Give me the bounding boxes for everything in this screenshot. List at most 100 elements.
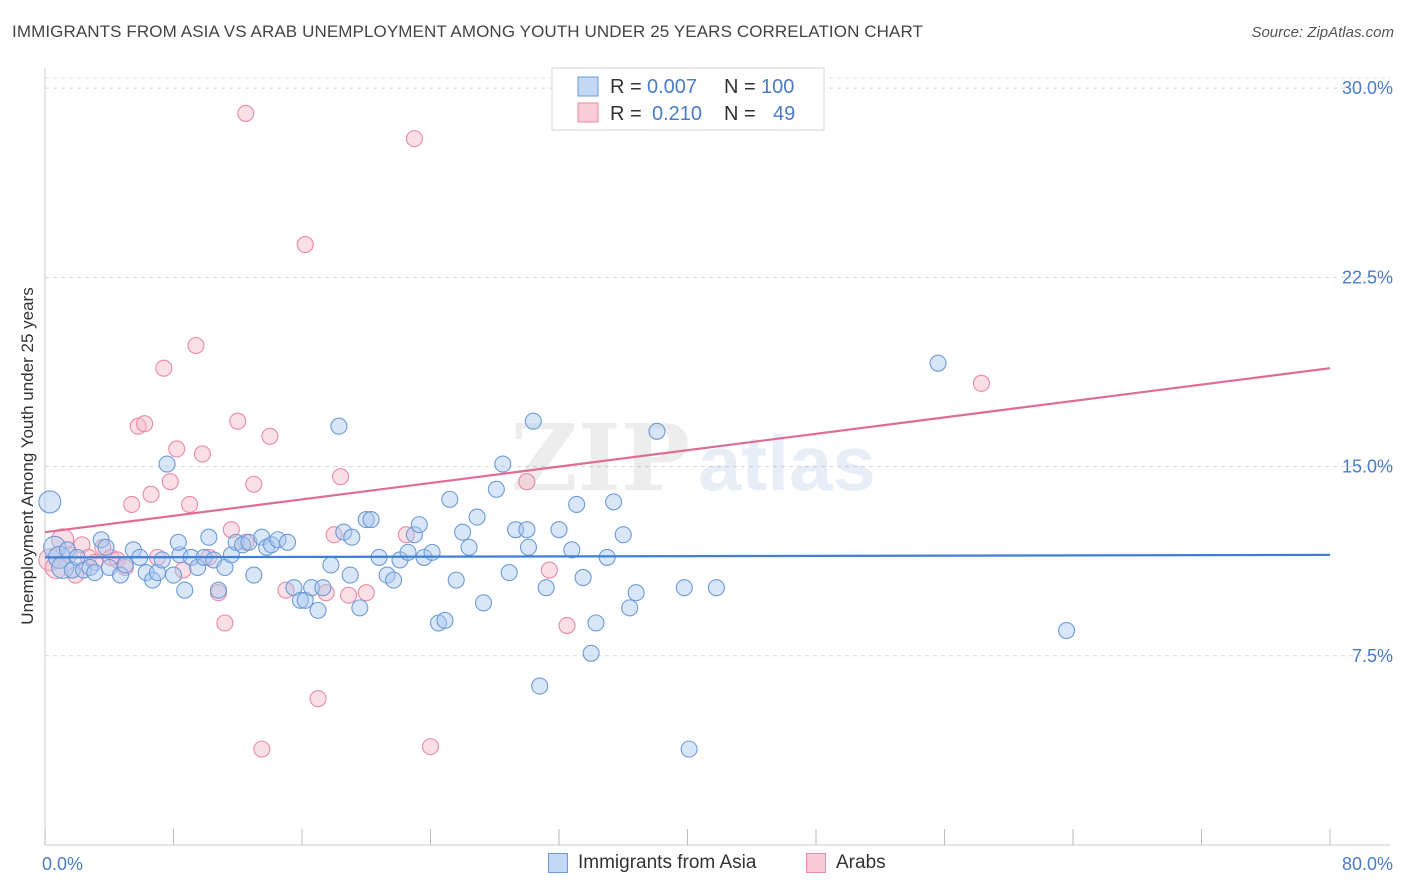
asia-point-90 <box>627 584 645 602</box>
watermark-zip: ZIP <box>511 404 690 512</box>
asia-point-24 <box>176 581 194 599</box>
arabs-point-37 <box>325 526 343 544</box>
arabs-point-34 <box>296 236 314 254</box>
asia-point-81 <box>563 541 581 559</box>
arabs-point-35 <box>309 690 327 708</box>
asia-point-50 <box>335 523 353 541</box>
asia-point-76 <box>519 538 538 556</box>
arabs-point-15 <box>142 485 160 503</box>
asia-point-9 <box>86 563 104 582</box>
y-tick-label-1: 15.0% <box>1342 457 1393 477</box>
asia-point-60 <box>405 526 423 544</box>
trend-lines <box>44 367 1331 559</box>
arabs-point-27 <box>222 521 240 539</box>
arabs-point-4 <box>66 566 85 584</box>
asia-point-43 <box>291 591 309 609</box>
arabs-point-46 <box>558 616 576 635</box>
asia-point-97 <box>518 521 536 539</box>
asia-point-95 <box>929 354 947 372</box>
arabs-trend-line <box>44 367 1331 534</box>
arabs-point-31 <box>253 740 271 758</box>
arabs-point-40 <box>357 584 375 602</box>
arabs-point-45 <box>540 561 558 579</box>
asia-trend-line <box>44 553 1331 559</box>
asia-point-83 <box>574 569 592 587</box>
arabs-point-39 <box>340 586 358 604</box>
asia-point-52 <box>351 599 369 617</box>
legend-swatch-asia-bottom <box>548 853 568 873</box>
watermark-atlas: atlas <box>698 419 876 507</box>
correlation-legend: R = 0.007 N = 100 R = 0.210 N = 49 <box>551 67 825 131</box>
asia-point-69 <box>460 538 478 556</box>
y-tick-labels: 7.5% 15.0% 22.5% 30.0% <box>1342 78 1393 666</box>
asia-point-61 <box>410 516 428 534</box>
arabs-point-47 <box>972 374 990 392</box>
y-axis-label: Unemployment Among Youth under 25 years <box>18 287 37 624</box>
asia-point-14 <box>116 556 134 574</box>
asia-point-67 <box>447 571 465 589</box>
arabs-point-18 <box>161 473 179 491</box>
arabs-point-32 <box>261 427 279 445</box>
y-tick-label-3: 30.0% <box>1342 78 1393 98</box>
asia-point-94 <box>707 579 725 597</box>
arabs-point-0 <box>38 548 62 572</box>
asia-point-47 <box>314 579 332 597</box>
x-tick-labels: 0.0% 80.0% <box>42 854 1393 874</box>
arabs-point-43 <box>421 738 440 756</box>
asia-point-53 <box>357 511 375 529</box>
asia-point-87 <box>605 493 623 511</box>
chart-source: Source: ZipAtlas.com <box>1251 24 1394 41</box>
asia-point-68 <box>454 523 472 541</box>
asia-point-92 <box>675 579 693 597</box>
asia-point-73 <box>494 455 512 473</box>
arabs-points <box>38 104 990 758</box>
legend-r-label-1: R = <box>610 76 642 98</box>
asia-point-80 <box>550 521 568 539</box>
arabs-point-14 <box>136 415 154 433</box>
series-legend: Immigrants from Asia Arabs <box>0 852 1406 878</box>
asia-point-21 <box>158 455 176 473</box>
asia-point-22 <box>164 566 183 584</box>
asia-point-72 <box>487 480 505 498</box>
asia-point-13 <box>111 566 130 584</box>
arabs-point-38 <box>331 468 350 486</box>
asia-point-96 <box>1058 622 1076 640</box>
y-tick-label-2: 22.5% <box>1342 267 1393 287</box>
asia-point-89 <box>621 599 639 617</box>
asia-point-23 <box>171 546 189 564</box>
asia-point-57 <box>385 571 403 589</box>
legend-r-value-2: 0.210 <box>652 103 702 125</box>
legend-item-arabs: Arabs <box>806 852 886 874</box>
asia-point-93 <box>680 740 698 758</box>
arabs-point-44 <box>518 473 536 491</box>
arabs-point-22 <box>187 336 205 355</box>
legend-r-value-1: 0.007 <box>647 76 697 98</box>
asia-point-48 <box>322 556 340 574</box>
asia-point-59 <box>399 543 417 561</box>
arabs-point-26 <box>216 614 234 632</box>
legend-swatch-arabs-bottom <box>806 853 826 873</box>
asia-point-79 <box>537 579 555 597</box>
x-tick-label-1: 80.0% <box>1342 854 1393 874</box>
asia-point-66 <box>441 490 459 508</box>
legend-r-label-2: R = <box>610 103 642 125</box>
asia-point-41 <box>278 533 297 551</box>
chart-title: IMMIGRANTS FROM ASIA VS ARAB UNEMPLOYMEN… <box>12 22 924 41</box>
asia-point-26 <box>189 558 207 577</box>
asia-point-8 <box>81 558 99 577</box>
legend-n-label-1: N = <box>724 76 756 98</box>
asia-point-36 <box>245 566 263 584</box>
asia-point-65 <box>436 611 454 630</box>
arabs-point-28 <box>229 412 247 430</box>
legend-n-value-2: 49 <box>773 103 795 125</box>
asia-point-0 <box>38 490 62 514</box>
asia-point-85 <box>587 614 605 632</box>
asia-point-28 <box>200 528 218 546</box>
asia-point-46 <box>309 601 327 619</box>
x-tick-label-0: 0.0% <box>42 854 83 874</box>
arabs-point-29 <box>237 104 255 122</box>
arabs-point-19 <box>168 440 186 458</box>
asia-point-78 <box>531 677 549 695</box>
arabs-point-23 <box>193 445 211 463</box>
